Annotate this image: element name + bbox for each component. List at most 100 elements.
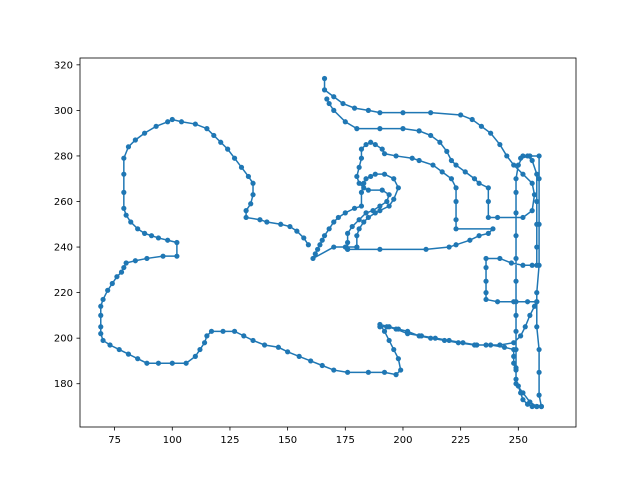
data-point [485, 230, 491, 236]
data-point [432, 335, 438, 341]
data-point [160, 253, 166, 259]
data-point [483, 296, 489, 303]
data-point [121, 205, 127, 211]
data-point [513, 367, 519, 373]
data-point [356, 226, 362, 232]
data-point [155, 360, 162, 366]
data-point [331, 107, 337, 113]
y-tick-label: 280 [54, 151, 73, 162]
data-point [365, 214, 371, 221]
data-point [386, 203, 392, 209]
data-point [462, 169, 468, 175]
data-point [513, 278, 519, 284]
data-point [354, 244, 360, 250]
data-point [467, 237, 473, 243]
data-point [453, 185, 459, 191]
data-point [439, 169, 445, 175]
y-tick-label: 240 [54, 243, 73, 254]
data-point [393, 326, 399, 332]
data-point [513, 255, 519, 262]
data-point [513, 210, 519, 216]
data-point [488, 130, 494, 136]
data-point [386, 192, 392, 198]
data-point [488, 342, 494, 348]
y-tick-label: 220 [54, 288, 73, 299]
data-point [534, 324, 540, 330]
data-point [534, 299, 540, 305]
data-point [520, 397, 526, 403]
data-point [243, 214, 249, 221]
data-point [118, 269, 125, 275]
data-point [524, 299, 531, 305]
data-point [132, 258, 138, 264]
data-point [141, 130, 148, 136]
data-point [178, 119, 185, 125]
data-point [474, 342, 480, 348]
data-point [165, 237, 171, 243]
data-point [358, 155, 365, 161]
data-point [278, 221, 284, 227]
data-point [455, 340, 461, 346]
data-point [331, 94, 337, 100]
data-point [511, 162, 517, 168]
data-point [515, 162, 521, 168]
data-point [490, 226, 496, 232]
data-point [531, 303, 538, 309]
data-point [536, 392, 542, 398]
x-tick-label: 125 [220, 435, 239, 446]
data-point [208, 328, 215, 334]
data-point [398, 367, 404, 373]
data-point [416, 157, 422, 164]
data-point [169, 360, 175, 366]
data-point [476, 180, 482, 186]
data-point [308, 358, 314, 364]
data-point [453, 198, 459, 205]
data-point [513, 376, 519, 382]
data-point [365, 187, 371, 193]
data-point [211, 132, 217, 139]
data-point [319, 237, 325, 243]
x-tick-label: 150 [278, 435, 297, 446]
data-point [301, 235, 307, 241]
data-point [121, 155, 127, 161]
data-point [354, 233, 360, 239]
data-point [522, 324, 528, 330]
data-point [220, 328, 226, 334]
data-point [536, 221, 542, 227]
data-point [98, 303, 104, 309]
data-point [121, 189, 127, 195]
data-point [250, 180, 256, 186]
data-point [326, 100, 332, 107]
data-point [294, 228, 300, 234]
data-point [321, 87, 328, 93]
data-point [377, 110, 383, 116]
data-point [148, 233, 155, 239]
data-point [321, 75, 328, 82]
data-point [356, 217, 362, 223]
data-point [536, 262, 542, 268]
data-point [458, 112, 464, 118]
data-point [377, 208, 383, 214]
data-point [379, 146, 385, 152]
data-point [345, 239, 351, 246]
data-point [342, 210, 348, 216]
data-point [416, 128, 422, 134]
data-point [144, 360, 150, 366]
x-tick-label: 200 [393, 435, 412, 446]
data-point [520, 214, 526, 221]
data-point [395, 356, 401, 362]
data-point [358, 146, 365, 152]
data-point [201, 340, 208, 346]
data-point [310, 255, 316, 262]
data-point [520, 262, 526, 268]
data-point [511, 360, 517, 366]
data-point [372, 171, 378, 177]
data-point [361, 219, 367, 225]
data-point [391, 196, 397, 202]
data-point [485, 214, 491, 221]
data-point [437, 139, 443, 145]
data-point [483, 342, 489, 348]
data-point [534, 403, 540, 410]
data-point [123, 260, 129, 266]
x-axis: 75 100 125 150 175 200 225 250 [108, 427, 528, 446]
